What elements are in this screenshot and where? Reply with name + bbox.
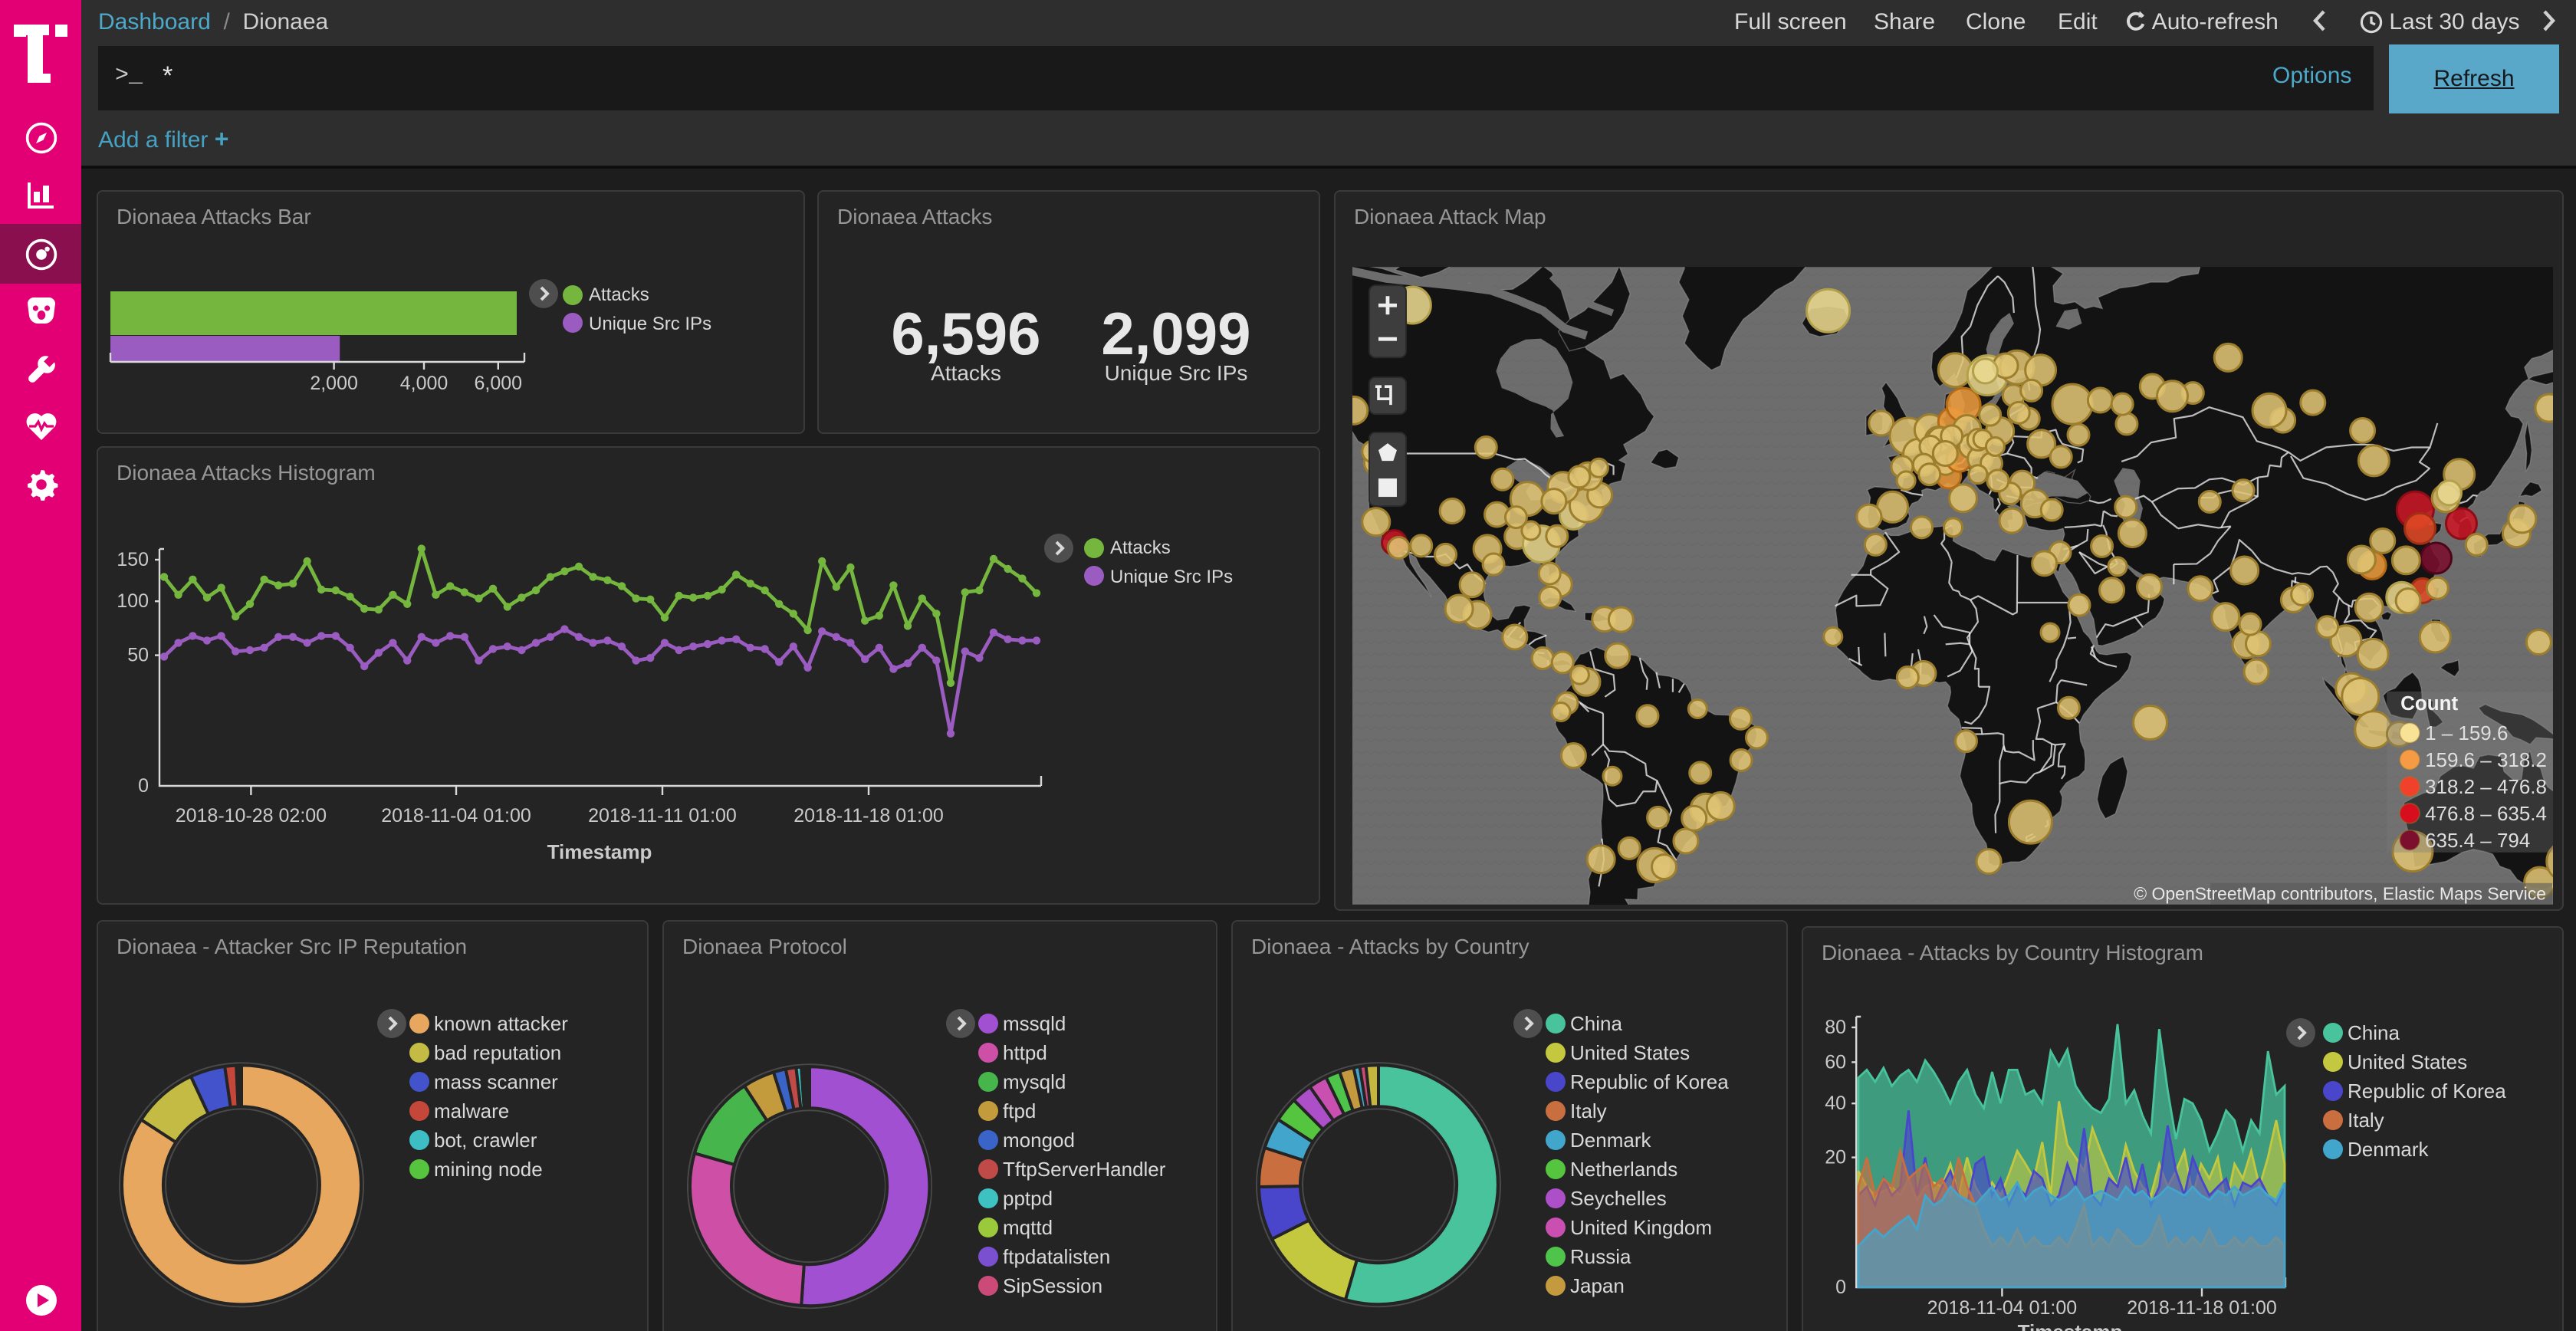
svg-text:2,000: 2,000 bbox=[310, 373, 358, 394]
svg-text:20: 20 bbox=[1825, 1147, 1846, 1168]
svg-text:© OpenStreetMap contributors,: © OpenStreetMap contributors, Elastic Ma… bbox=[2134, 884, 2546, 904]
svg-text:150: 150 bbox=[117, 549, 149, 570]
svg-text:2018-11-04 01:00: 2018-11-04 01:00 bbox=[1927, 1297, 2078, 1319]
svg-text:40: 40 bbox=[1825, 1093, 1846, 1114]
svg-text:2018-11-11 01:00: 2018-11-11 01:00 bbox=[588, 805, 737, 827]
svg-text:2018-10-28 02:00: 2018-10-28 02:00 bbox=[176, 805, 327, 827]
svg-text:1 – 159.6: 1 – 159.6 bbox=[2425, 721, 2508, 744]
svg-text:6,000: 6,000 bbox=[475, 373, 523, 394]
svg-text:0: 0 bbox=[1835, 1277, 1846, 1298]
svg-text:2018-11-18 01:00: 2018-11-18 01:00 bbox=[2127, 1297, 2277, 1319]
svg-text:Timestamp: Timestamp bbox=[547, 840, 652, 863]
svg-text:Count: Count bbox=[2400, 692, 2458, 715]
svg-text:0: 0 bbox=[138, 775, 149, 797]
svg-text:159.6 – 318.2: 159.6 – 318.2 bbox=[2425, 748, 2547, 771]
svg-text:318.2 – 476.8: 318.2 – 476.8 bbox=[2425, 775, 2547, 798]
svg-text:100: 100 bbox=[117, 590, 149, 612]
svg-text:2018-11-04 01:00: 2018-11-04 01:00 bbox=[381, 805, 531, 827]
svg-text:80: 80 bbox=[1825, 1017, 1846, 1038]
svg-text:50: 50 bbox=[127, 645, 149, 666]
svg-text:4,000: 4,000 bbox=[400, 373, 449, 394]
svg-text:635.4 – 794: 635.4 – 794 bbox=[2425, 829, 2530, 852]
svg-text:2018-11-18 01:00: 2018-11-18 01:00 bbox=[794, 805, 944, 827]
svg-text:Timestamp: Timestamp bbox=[2018, 1320, 2123, 1331]
svg-text:476.8 – 635.4: 476.8 – 635.4 bbox=[2425, 802, 2547, 825]
svg-text:60: 60 bbox=[1825, 1051, 1846, 1073]
